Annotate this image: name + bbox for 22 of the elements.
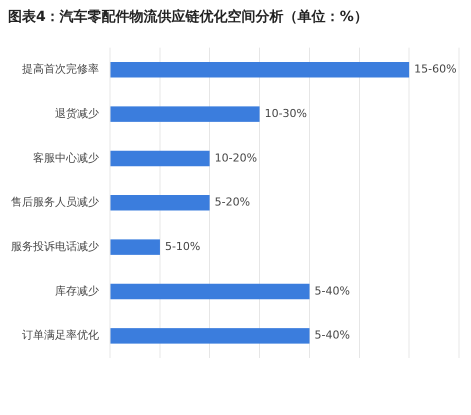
bar: [110, 284, 310, 300]
bar: [110, 62, 410, 78]
y-tick-label: 退货减少: [55, 106, 99, 120]
annotation: 5-20%: [214, 196, 250, 209]
y-tick-label: 订单满足率优化: [22, 328, 99, 342]
annotation: 5-10%: [164, 240, 200, 253]
bar: [110, 150, 210, 166]
y-tick-label: 服务投诉电话减少: [11, 240, 99, 253]
bar: [110, 328, 310, 344]
y-tick-label: 客服中心减少: [33, 151, 99, 164]
y-tick-label: 提高首次完修率: [22, 62, 99, 76]
annotation: 10-20%: [214, 151, 258, 164]
annotation: 15-60%: [414, 62, 457, 76]
annotation: 10-30%: [264, 106, 307, 120]
annotation: 5-40%: [314, 328, 350, 342]
y-tick-label: 库存减少: [55, 284, 99, 298]
bar: [110, 106, 260, 122]
y-tick-label: 售后服务人员减少: [11, 196, 99, 209]
bar: [110, 195, 210, 211]
chart-title: 图表4：汽车零配件物流供应链优化空间分析（单位：%）: [8, 8, 368, 26]
annotation: 5-40%: [314, 284, 350, 298]
bar: [110, 239, 160, 255]
